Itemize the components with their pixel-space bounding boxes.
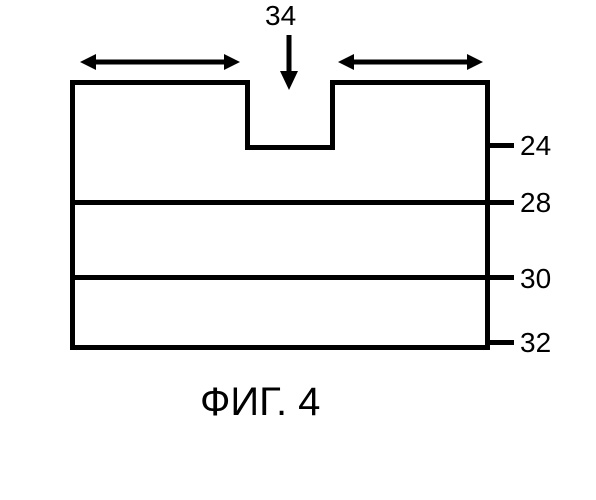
label-24: 24 xyxy=(520,130,551,162)
layer-32 xyxy=(70,275,490,350)
tick-28 xyxy=(490,200,514,205)
tick-24 xyxy=(490,143,514,148)
width-arrow-left xyxy=(80,52,240,72)
figure-caption: ФИГ. 4 xyxy=(200,380,320,425)
label-34: 34 xyxy=(265,0,296,32)
layer-24-right xyxy=(330,80,490,150)
label-28: 28 xyxy=(520,187,551,219)
layer-24-left xyxy=(70,80,250,150)
label-32: 32 xyxy=(520,327,551,359)
notch-arrow xyxy=(278,35,300,90)
cross-section-diagram: 34 24 28 30 32 ФИГ. 4 xyxy=(70,80,490,350)
width-arrow-right xyxy=(338,52,483,72)
layer-30 xyxy=(70,200,490,280)
label-30: 30 xyxy=(520,263,551,295)
layer-28 xyxy=(70,145,490,205)
tick-32 xyxy=(490,340,514,345)
tick-30 xyxy=(490,275,514,280)
